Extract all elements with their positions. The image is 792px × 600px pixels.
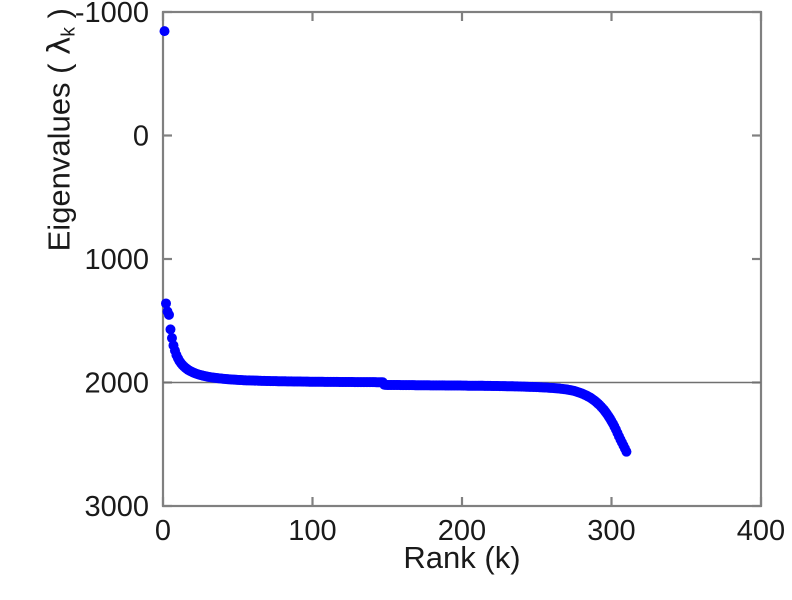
lambda-symbol: λ (41, 36, 78, 55)
y-tick-label: 3000 (84, 491, 149, 523)
x-axis-label: Rank (k) (403, 540, 521, 575)
x-tick-label: 100 (288, 515, 336, 547)
y-axis-label-prefix: Eigenvalues ( (41, 54, 77, 252)
tick-label-group: 0 100 200 300 400 3000 2000 1000 0 -1000 (75, 0, 785, 547)
y-axis-label: Eigenvalues ( λk ) (41, 0, 80, 295)
x-tick-label: 200 (438, 515, 486, 547)
x-tick-label: 400 (737, 515, 785, 547)
axis-frame (161, 10, 763, 508)
y-tick-label: 2000 (84, 368, 149, 400)
y-tick-label: 1000 (84, 244, 149, 276)
y-axis-label-suffix: ) (41, 8, 77, 27)
y-tick-label: -1000 (75, 0, 149, 29)
lambda-subscript: k (58, 26, 80, 37)
y-tick-label: 0 (133, 121, 149, 153)
data-series-eigenvalues (159, 26, 632, 457)
x-tick-label: 300 (587, 515, 635, 547)
x-tick-label: 0 (155, 515, 171, 547)
